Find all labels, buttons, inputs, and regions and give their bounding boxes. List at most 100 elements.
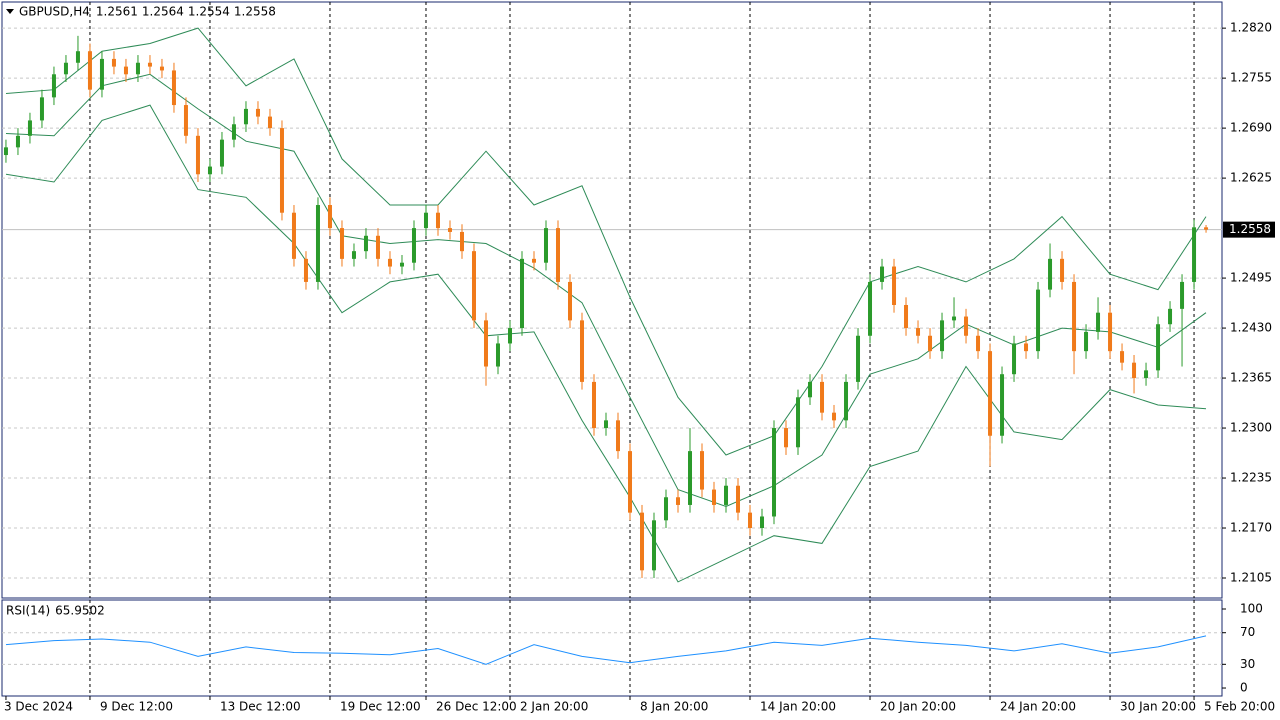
main-pane: [1, 1, 1223, 599]
ohlc-value: 1.2554: [188, 5, 230, 19]
candle-body: [135, 62, 140, 75]
y-tick-label: 1.2105: [1230, 571, 1272, 585]
x-tick-label: 8 Jan 20:00: [640, 700, 708, 714]
candle-body: [87, 51, 92, 90]
candle-body: [291, 212, 296, 259]
x-tick-label: 30 Jan 20:00: [1120, 700, 1196, 714]
rsi-tick-label: 70: [1240, 625, 1255, 639]
rsi-tick-label: 100: [1240, 602, 1263, 616]
symbol-label: GBPUSD,H4: [19, 5, 90, 19]
candle-body: [75, 51, 80, 63]
x-tick-label: 3 Dec 2024: [4, 700, 73, 714]
candle-body: [820, 381, 825, 413]
x-tick-label: 13 Dec 12:00: [220, 700, 301, 714]
candle-body: [688, 451, 693, 505]
candle-body: [796, 397, 801, 448]
candle-body: [111, 58, 116, 67]
candle-body: [531, 258, 536, 263]
candle-body: [159, 66, 164, 71]
x-tick-label: 2 Jan 20:00: [520, 700, 588, 714]
ohlc-value: 1.2561: [96, 5, 138, 19]
candle-body: [724, 485, 729, 505]
candle-body: [591, 381, 596, 429]
candle-body: [339, 228, 344, 259]
candle-body: [387, 258, 392, 267]
band-middle: [5, 73, 1207, 508]
ohlc-value: 1.2564: [142, 5, 184, 19]
candle-body: [880, 266, 885, 282]
candle-body: [1096, 312, 1101, 332]
price-label: 1.2558: [1229, 222, 1271, 236]
candle-body: [664, 497, 669, 521]
candle-body: [1024, 343, 1029, 352]
y-tick-label: 1.2820: [1230, 21, 1272, 35]
candle-body: [1072, 281, 1077, 352]
candle-body: [928, 335, 933, 352]
rsi-value: 65.9502: [55, 604, 105, 618]
candle-body: [483, 320, 488, 367]
candle-body: [171, 70, 176, 106]
candle-body: [808, 381, 813, 398]
candle-body: [856, 335, 861, 382]
candle-body: [471, 251, 476, 321]
candle-body: [267, 116, 272, 129]
price-box: [1223, 221, 1275, 238]
y-tick-label: 1.2625: [1230, 171, 1272, 185]
rsi-tick-label: 30: [1240, 657, 1255, 671]
candle-body: [99, 58, 104, 90]
candle-body: [892, 266, 897, 305]
candle-body: [1036, 289, 1041, 352]
candle-body: [399, 262, 404, 267]
candle-body: [507, 328, 512, 344]
candle-body: [567, 281, 572, 321]
band-upper: [5, 27, 1207, 456]
candle-body: [255, 108, 260, 117]
candle-body: [1108, 312, 1113, 352]
candle-body: [760, 516, 765, 529]
candle-body: [243, 108, 248, 125]
candle-body: [147, 62, 152, 67]
candle-body: [315, 205, 320, 282]
x-tick-label: 14 Jan 20:00: [760, 700, 836, 714]
candle-body: [435, 212, 440, 229]
candle-body: [736, 485, 741, 513]
candle-body: [700, 451, 705, 490]
candle-body: [411, 228, 416, 263]
candle-body: [952, 316, 957, 321]
candle-body: [1192, 227, 1197, 282]
candle-body: [832, 412, 837, 421]
candle-body: [640, 512, 645, 571]
candle-body: [784, 428, 789, 448]
candle-body: [3, 147, 8, 156]
x-tick-label: 9 Dec 12:00: [100, 700, 173, 714]
y-tick-label: 1.2235: [1230, 471, 1272, 485]
candle-body: [988, 351, 993, 436]
candle-body: [1144, 370, 1149, 379]
candle-body: [555, 228, 560, 282]
x-tick-label: 20 Jan 20:00: [880, 700, 956, 714]
candle-body: [519, 258, 524, 329]
candle-body: [964, 316, 969, 336]
y-tick-label: 1.2755: [1230, 71, 1272, 85]
rsi-line: [5, 635, 1207, 665]
candle-body: [579, 320, 584, 382]
candle-body: [748, 512, 753, 529]
candle-body: [1156, 324, 1161, 371]
candle-body: [1084, 331, 1089, 352]
candle-body: [39, 97, 44, 121]
candle-body: [303, 258, 308, 282]
candle-body: [63, 62, 68, 75]
candle-body: [1132, 362, 1137, 379]
candle-body: [904, 304, 909, 329]
candle-body: [447, 228, 452, 232]
candle-body: [772, 428, 777, 517]
rsi-pane: [1, 599, 1223, 697]
candle-body: [495, 343, 500, 367]
candle-body: [123, 66, 128, 75]
candle-body: [844, 381, 849, 421]
x-tick-label: 26 Dec 12:00: [436, 700, 517, 714]
candle-body: [1060, 258, 1065, 282]
menu-arrow[interactable]: [6, 9, 14, 14]
